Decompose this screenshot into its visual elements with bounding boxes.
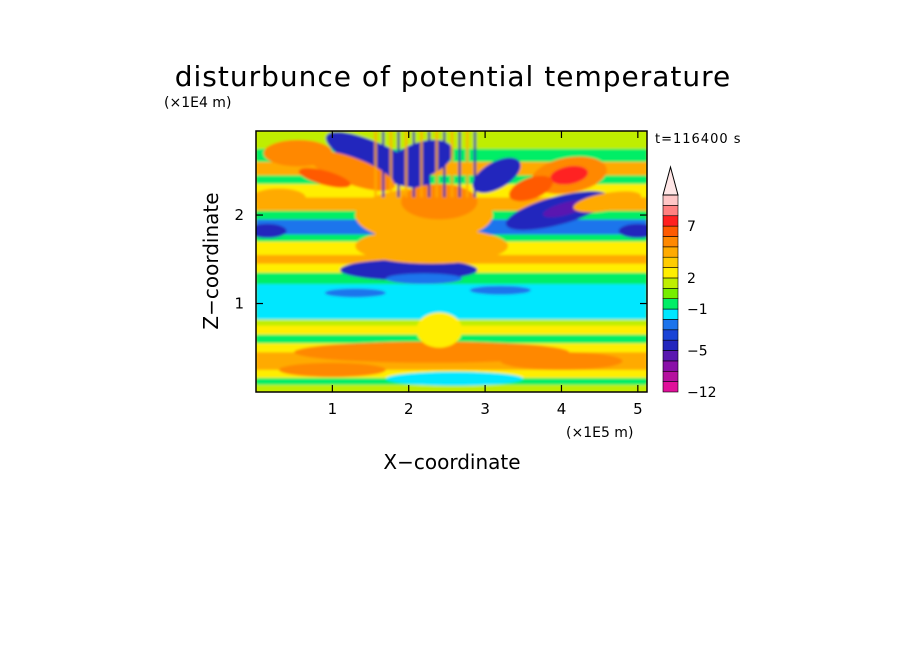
colorbar-swatch (662, 339, 679, 351)
colorbar-swatch (662, 381, 679, 393)
field-feature (573, 191, 642, 213)
colorbar-extend-arrow (662, 165, 679, 196)
field-feature (509, 175, 553, 202)
x-tick-label: 2 (404, 400, 414, 418)
field-streak (382, 131, 385, 198)
field-streak (397, 131, 400, 198)
x-axis: 1 2 3 4 5 (328, 131, 643, 418)
colorbar-swatch (662, 277, 679, 289)
colorbar-swatch (662, 256, 679, 268)
field-streak (374, 131, 377, 198)
field-feature (355, 228, 509, 264)
x-axis-label: X−coordinate (383, 450, 520, 474)
field-streak (443, 131, 446, 198)
field-streak (435, 131, 438, 198)
colorbar-swatch (662, 246, 679, 258)
colorbar-label: −1 (687, 302, 708, 318)
field-feature (308, 150, 395, 191)
field-streak (404, 131, 408, 198)
colorbar-label: 2 (687, 271, 696, 287)
field-feature (256, 188, 306, 207)
time-annotation: t=116400 s (655, 132, 742, 147)
colorbar-swatch (662, 329, 679, 341)
colorbar-swatch (662, 308, 679, 320)
chart-title: disturbunce of potential temperature (175, 60, 732, 93)
colorbar-label: −5 (687, 344, 708, 360)
colorbar-swatch (662, 267, 679, 279)
field-feature (469, 285, 531, 295)
colorbar-swatch (662, 360, 679, 372)
x-unit-label: (×1E5 m) (566, 425, 633, 441)
field-feature (256, 223, 287, 239)
x-tick-label: 1 (328, 400, 338, 418)
field-streak (389, 131, 393, 198)
field-streak (427, 131, 431, 198)
colorbar-swatch (662, 236, 679, 248)
field-streak (412, 131, 416, 198)
field-feature (385, 273, 463, 285)
colorbar-label: −12 (687, 385, 717, 401)
colorbar: −12−5−127 (662, 165, 717, 401)
x-tick-label: 3 (480, 400, 490, 418)
colorbar-swatch (662, 225, 679, 237)
field-streak (450, 131, 454, 198)
field-feature (263, 139, 333, 167)
field-feature (500, 352, 623, 370)
field-streak (466, 131, 469, 198)
colorbar-swatch (662, 288, 679, 299)
field-feature (472, 157, 521, 193)
y-axis-label: Z−coordinate (199, 192, 223, 329)
field-band (256, 284, 647, 320)
field-feature (294, 341, 570, 363)
plot-frame (255, 130, 648, 393)
colorbar-swatch (662, 370, 679, 382)
field-feature (416, 312, 463, 348)
colorbar-swatch (662, 215, 679, 227)
y-tick-label: 2 (234, 206, 244, 224)
x-tick-label: 5 (633, 400, 643, 418)
field-feature (385, 371, 524, 386)
y-tick-label: 1 (234, 295, 244, 313)
field-streak (458, 131, 461, 198)
colorbar-swatch (662, 194, 679, 206)
field-streak (420, 131, 423, 198)
field-feature (618, 223, 647, 239)
colorbar-label: 7 (687, 219, 696, 235)
x-tick-label: 4 (557, 400, 567, 418)
colorbar-swatch (662, 298, 679, 310)
colorbar-swatch (662, 350, 679, 362)
field-feature (550, 165, 588, 185)
field-feature (278, 362, 386, 377)
y-axis: 12 (234, 206, 647, 313)
colorbar-swatch (662, 205, 679, 217)
y-unit-label: (×1E4 m) (164, 95, 231, 111)
field-feature (298, 168, 351, 188)
field-feature (324, 288, 386, 298)
field-streak (473, 131, 477, 198)
field-band (256, 384, 647, 392)
colorbar-swatch (662, 319, 679, 331)
heatmap-field (256, 131, 647, 392)
